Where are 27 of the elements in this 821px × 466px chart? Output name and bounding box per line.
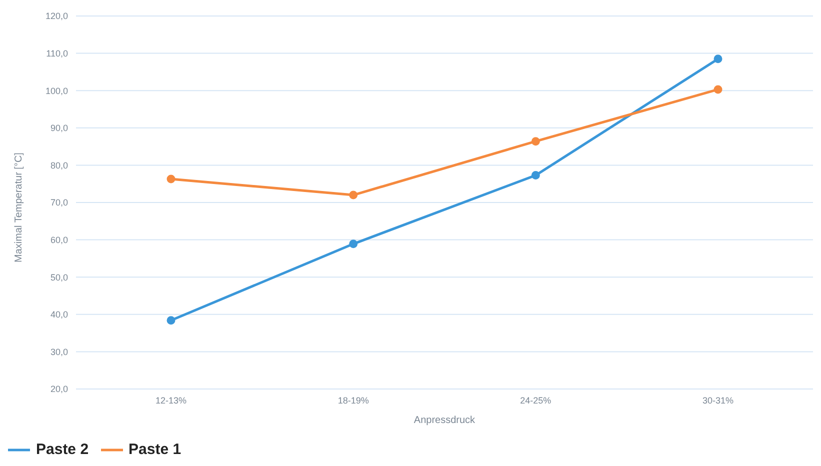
point [166,174,176,184]
y-tick-label: 70,0 [50,198,68,208]
y-tick-label: 100,0 [45,86,68,96]
y-tick-label: 80,0 [50,160,68,170]
point [714,85,722,94]
x-tick-label: 30-31% [702,395,734,406]
point [349,190,358,200]
y-tick-label: 90,0 [50,123,68,134]
point [531,171,540,180]
y-tick-label: 30,0 [50,346,68,357]
y-tick-label: 40,0 [50,310,68,320]
x-tick-label: 18-19% [338,395,369,406]
y-axis-title: Maximal Temperatur [°C] [14,152,25,262]
point [531,137,540,146]
point [166,316,176,325]
y-tick-label: 120,0 [45,11,68,22]
legend-label: Paste 2 [35,441,89,458]
point [714,54,722,64]
y-tick-label: 20,0 [50,384,68,394]
x-tick-label: 24-25% [520,395,552,406]
x-tick-label: 12-13% [155,395,187,406]
point [349,240,358,248]
y-tick-label: 60,0 [50,234,68,245]
y-tick-label: 110,0 [46,48,68,58]
y-tick-label: 50,0 [50,272,68,282]
x-axis-title: Anpressdruck [414,415,476,426]
legend-label: Paste 1 [128,441,182,458]
